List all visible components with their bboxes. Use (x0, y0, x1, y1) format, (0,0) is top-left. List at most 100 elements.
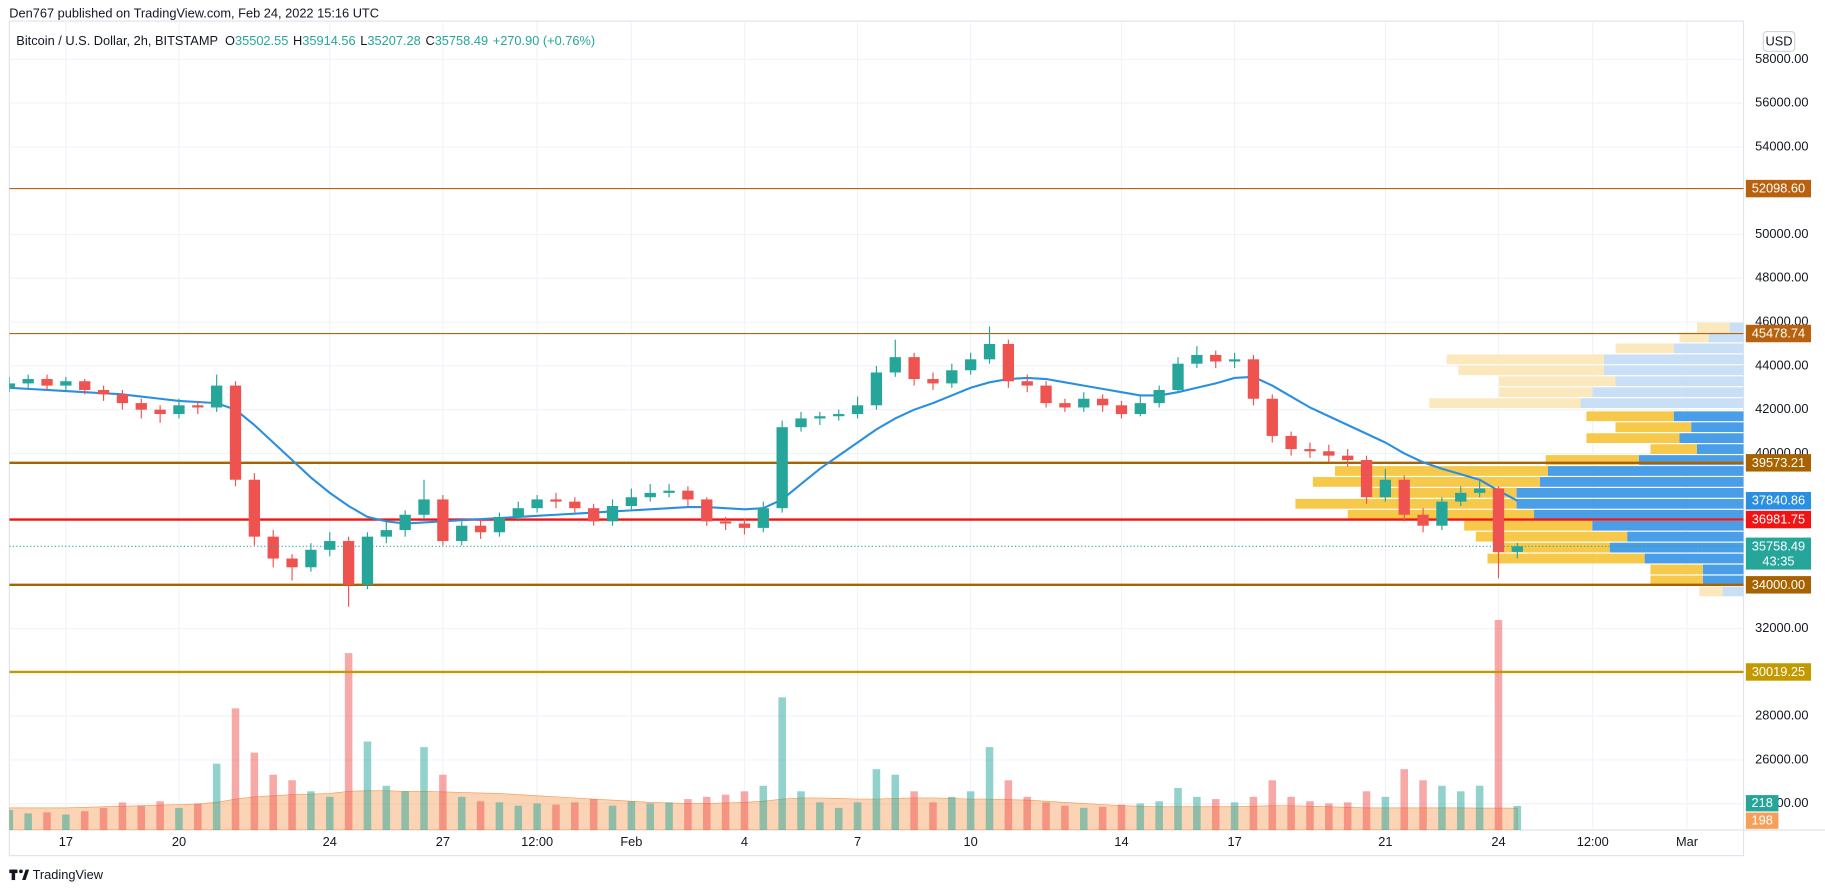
currency-label[interactable]: USD (1766, 33, 1793, 48)
volume-bar (307, 791, 315, 831)
candle-body (738, 523, 751, 528)
volume-bar (1268, 780, 1277, 831)
profile-down-bar (1699, 586, 1723, 597)
volume-bar (797, 791, 805, 831)
profile-down-bar (1615, 343, 1674, 354)
volume-bar (1475, 785, 1484, 831)
x-tick-label: 20 (172, 834, 186, 849)
volume-bar (1080, 807, 1088, 831)
candle-body (1115, 405, 1128, 415)
candle-body (1191, 354, 1203, 364)
x-tick-label: 27 (436, 834, 450, 849)
profile-down-bar (1429, 398, 1581, 409)
candle-body (814, 416, 826, 419)
candle-body (1473, 488, 1486, 493)
candle-body (870, 372, 883, 406)
volume-bar (948, 796, 956, 831)
level-badge-bg (1745, 663, 1812, 681)
profile-up-bar (1580, 398, 1744, 409)
level-badge-bg (1745, 510, 1812, 529)
x-tick-label: 7 (854, 834, 861, 849)
profile-down-bar (1650, 564, 1703, 575)
volume-bar (24, 813, 32, 831)
candle-body (342, 541, 355, 585)
volume-bar (872, 769, 881, 831)
x-tick-label: Feb (620, 834, 642, 849)
profile-up-bar (1592, 520, 1744, 531)
volume-bar (759, 785, 768, 831)
volume-bar (231, 708, 240, 831)
volume-bar (363, 741, 372, 831)
volume-bar (1494, 619, 1503, 831)
candle-body (644, 492, 656, 498)
profile-down-bar (1487, 553, 1645, 564)
volume-bar (1343, 802, 1352, 831)
volume-bar (1306, 801, 1314, 831)
published-note: Den767 published on TradingView.com, Feb… (9, 5, 379, 20)
candle-body (9, 383, 15, 388)
candle-body (682, 490, 694, 500)
profile-up-bar (1691, 422, 1744, 433)
candle-body (1134, 403, 1146, 415)
volume-bar (1155, 801, 1163, 831)
profile-down-bar (1499, 387, 1593, 398)
volume-bar (439, 774, 447, 831)
volume-bar (1381, 796, 1390, 831)
volume-bar (118, 802, 127, 831)
profile-down-bar (1312, 477, 1540, 487)
profile-up-bar (1547, 466, 1744, 476)
level-badge: 39573.21 (1752, 455, 1805, 470)
x-tick-label: 17 (59, 834, 73, 849)
volume-bar (985, 747, 994, 831)
candle-body (1511, 546, 1523, 552)
level-badge: 30019.25 (1752, 664, 1805, 679)
volume-bar (1249, 796, 1258, 831)
open-value: 35502.55 (235, 33, 288, 48)
candle-body (1304, 449, 1316, 452)
profile-up-bar (1539, 477, 1744, 487)
volume-bar (589, 799, 598, 831)
volume-badge: 218 (1751, 795, 1772, 810)
volume-bar (175, 807, 183, 831)
candle-body (776, 427, 788, 509)
candle-body (456, 525, 468, 542)
candle-body (1455, 492, 1467, 502)
volume-bar (1419, 780, 1427, 831)
volume-bar (9, 810, 14, 831)
candle-body (1021, 381, 1033, 386)
y-tick-label: 48000.00 (1755, 270, 1808, 285)
volume-bar (476, 801, 485, 831)
level-badge: 45478.74 (1752, 325, 1805, 340)
profile-up-bar (1627, 531, 1744, 542)
profile-down-bar (1615, 422, 1692, 433)
candle-body (211, 385, 223, 408)
y-tick-label: 50000.00 (1755, 226, 1808, 241)
volume-bar (99, 807, 108, 831)
volume-bar (137, 805, 146, 831)
candle-body (474, 525, 487, 533)
brand-name: TradingView (33, 867, 104, 882)
axes: 24000.0026000.0028000.0032000.0040000.00… (59, 51, 1812, 849)
price-badge-bg (1745, 537, 1812, 556)
profile-down-bar (1586, 433, 1680, 444)
profile-up-bar (1534, 509, 1744, 520)
candle-body (851, 405, 864, 415)
volume-bar (43, 812, 51, 831)
high-value: 35914.56 (302, 33, 355, 48)
ohlc-label: L (360, 33, 367, 48)
volume-bar (1098, 806, 1107, 831)
profile-down-bar (1464, 520, 1593, 531)
y-tick-label: 26000.00 (1755, 751, 1808, 766)
candle-body (889, 357, 901, 373)
volume-bar (1042, 802, 1050, 831)
candle-body (22, 379, 34, 384)
profile-up-bar (1673, 411, 1744, 422)
volume-bar (1136, 803, 1145, 831)
volume-bar (627, 801, 636, 831)
y-tick-label: 46000.00 (1755, 313, 1808, 328)
candle-body (418, 499, 430, 515)
y-tick-label: 28000.00 (1755, 708, 1808, 723)
currency-button[interactable] (1762, 30, 1796, 52)
volume-bar (344, 653, 353, 831)
